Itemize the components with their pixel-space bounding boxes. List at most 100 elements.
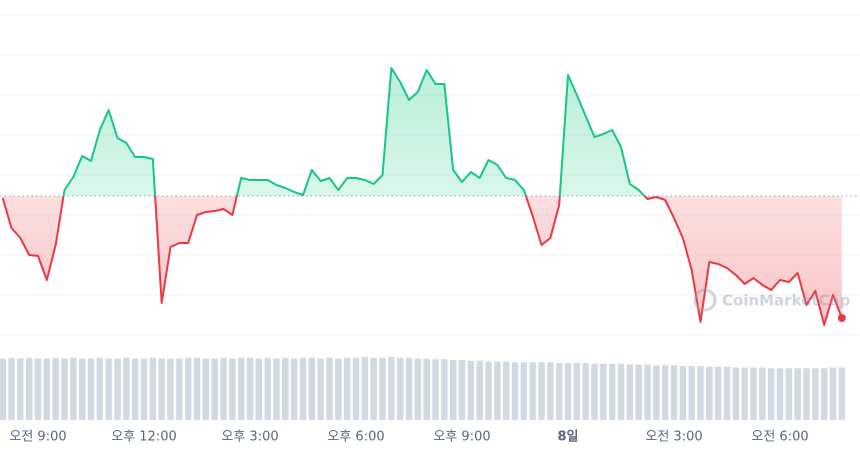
volume-bar — [70, 357, 77, 420]
x-tick-label: 오전 3:00 — [645, 430, 702, 445]
x-tick-label: 오전 9:00 — [9, 430, 66, 445]
volume-bar — [670, 365, 678, 420]
volume-bar — [149, 357, 157, 420]
volume-bar — [476, 360, 483, 420]
volume-bar — [706, 366, 713, 420]
volume-bar — [582, 363, 589, 420]
volume-bar — [220, 357, 227, 420]
watermark: CoinMarketCap — [693, 288, 851, 312]
x-tick-label: 8일 — [557, 430, 578, 445]
volume-bar — [211, 358, 218, 420]
volume-bar — [714, 366, 722, 420]
volume-bar — [803, 368, 810, 420]
volume-bar — [317, 358, 324, 420]
volume-bar — [723, 366, 731, 420]
volume-bar — [564, 363, 572, 420]
volume-bar — [555, 363, 563, 420]
volume-bar — [688, 366, 695, 420]
volume-bar — [370, 357, 377, 420]
volume-bar — [131, 358, 139, 420]
volume-bar — [626, 364, 634, 420]
x-tick-label: 오후 12:00 — [111, 430, 177, 445]
volume-bar — [458, 360, 466, 420]
volume-bar — [352, 357, 360, 420]
x-tick-label: 오후 9:00 — [433, 430, 490, 445]
volume-bar — [290, 358, 298, 420]
volume-bar — [520, 362, 528, 420]
volume-bar — [140, 358, 148, 420]
volume-bar — [538, 362, 545, 420]
volume-bar — [750, 367, 757, 420]
volume-bar — [600, 363, 607, 420]
volume-bar — [617, 363, 625, 420]
volume-bar — [17, 358, 24, 420]
volume-bar — [193, 357, 201, 420]
x-tick-label: 오전 6:00 — [751, 430, 808, 445]
volume-bar — [237, 357, 245, 420]
area-above — [2, 68, 842, 196]
volume-bar — [635, 364, 642, 420]
volume-bar — [697, 366, 704, 420]
volume-bar — [785, 368, 793, 420]
volume-bar — [167, 358, 174, 420]
x-tick-label: 오후 6:00 — [327, 430, 384, 445]
volume-bar — [273, 358, 280, 420]
volume-bar — [732, 367, 740, 420]
volume-bar — [653, 365, 660, 420]
volume-bar — [61, 358, 68, 420]
volume-bar — [511, 362, 519, 420]
volume-bar — [308, 357, 316, 420]
volume-bar — [343, 357, 351, 420]
volume-bar — [838, 367, 846, 420]
volume-bar — [679, 366, 687, 420]
watermark-text: CoinMarketCap — [722, 292, 851, 310]
volume-bar — [299, 357, 307, 420]
x-tick-label: 오후 3:00 — [221, 430, 278, 445]
volume-bar — [184, 357, 192, 420]
volume-bar — [52, 357, 59, 420]
volume-bar — [229, 358, 236, 420]
volume-bar — [432, 359, 439, 420]
volume-bar — [423, 358, 430, 420]
volume-bar — [335, 358, 342, 420]
volume-bar — [282, 357, 289, 420]
volume-bar — [87, 358, 95, 420]
volume-bar — [255, 358, 263, 420]
volume-bar — [0, 358, 6, 420]
line-above — [62, 67, 657, 196]
area-below — [2, 196, 842, 325]
volume-bar — [34, 358, 42, 420]
volume-bar — [264, 357, 271, 420]
volume-bar — [812, 368, 819, 420]
volume-bar — [114, 358, 121, 420]
volume-bar — [379, 357, 386, 420]
volume-bar — [361, 357, 369, 420]
volume-bar — [8, 357, 15, 420]
volume-bar — [529, 362, 536, 420]
volume-bar — [43, 358, 51, 420]
line-below — [1, 196, 843, 326]
volume-bar — [661, 365, 669, 420]
volume-bar — [644, 364, 651, 420]
volume-bar — [414, 358, 422, 420]
volume-bar — [485, 361, 492, 420]
volume-bar — [741, 367, 748, 420]
volume-bar — [105, 358, 112, 420]
volume-bar — [820, 368, 828, 420]
volume-bar — [176, 358, 183, 420]
volume-bar — [759, 367, 766, 420]
volume-bar — [405, 357, 413, 420]
volume-bar — [573, 363, 581, 420]
volume-bar — [467, 360, 475, 420]
volume-bar — [794, 368, 801, 420]
volume-bar — [547, 362, 554, 420]
volume-bar — [502, 361, 510, 420]
volume-bar — [25, 357, 33, 420]
volume-bar — [396, 357, 404, 420]
volume-bar — [326, 357, 333, 420]
last-point — [837, 314, 846, 322]
volume-bar — [608, 363, 616, 420]
volume-bar — [246, 357, 254, 420]
volume-bar — [158, 358, 165, 420]
